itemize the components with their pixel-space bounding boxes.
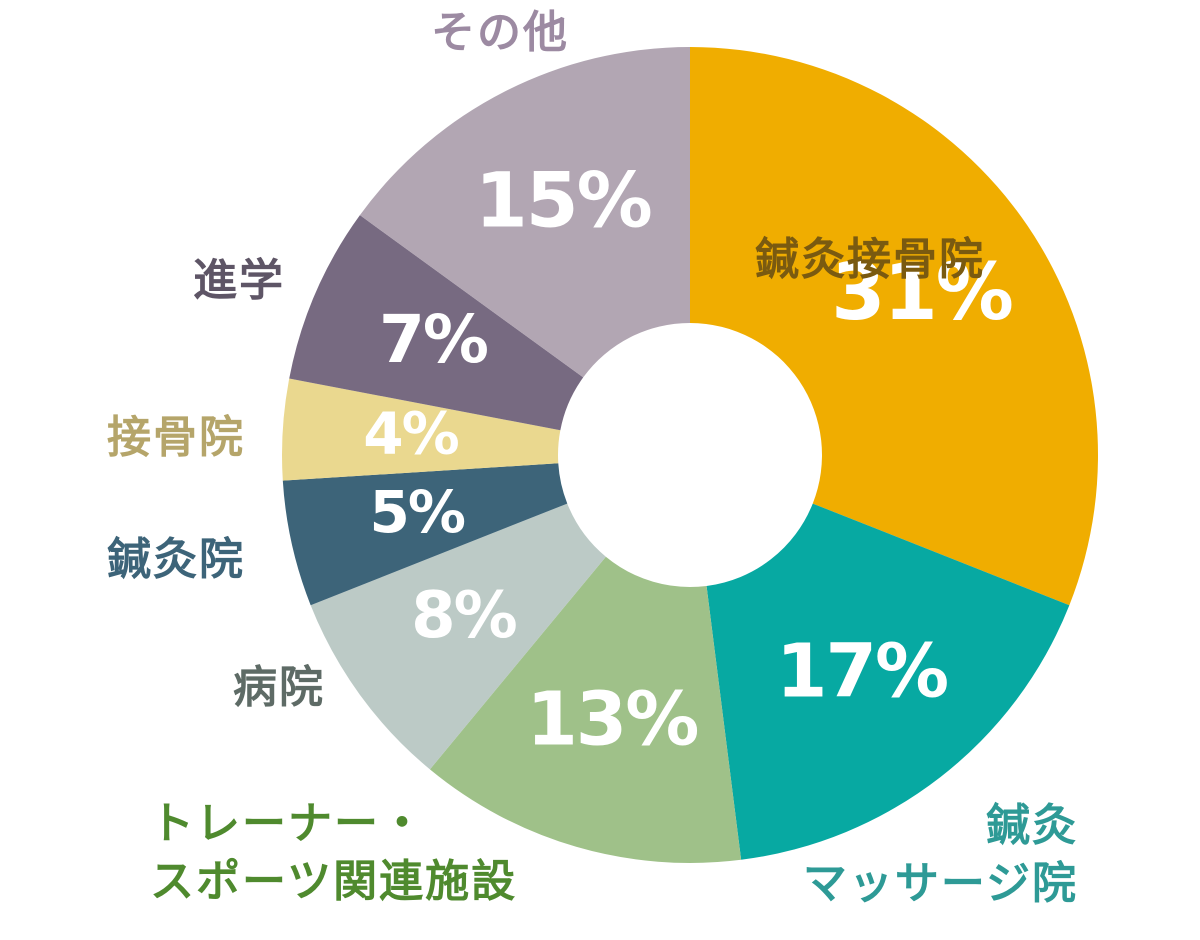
slice-7 (359, 47, 690, 378)
category-label-2: トレーナー・スポーツ関連施設 (150, 798, 517, 907)
category-label-7-line-0: その他 (431, 7, 569, 58)
slice-value-label-1: 17% (776, 629, 947, 715)
category-label-6-line-0: 進学 (193, 255, 285, 306)
slice-value-label-2: 13% (526, 676, 697, 762)
slice-6 (289, 215, 584, 431)
category-label-2-line-1: スポーツ関連施設 (150, 856, 517, 907)
category-label-3-line-0: 病院 (233, 662, 325, 713)
slice-5 (282, 378, 561, 481)
slice-value-label-6: 7% (379, 301, 488, 378)
slice-0 (690, 47, 1098, 606)
category-label-2-line-0: トレーナー・ (150, 798, 426, 849)
slice-value-label-3: 8% (411, 579, 517, 653)
category-label-5: 接骨院 (107, 412, 245, 463)
category-label-1-line-0: 鍼灸 (986, 800, 1078, 851)
category-label-4: 鍼灸院 (107, 534, 245, 585)
category-label-3: 病院 (233, 662, 325, 713)
slice-4 (282, 463, 568, 606)
slice-value-label-7: 15% (475, 156, 651, 245)
slice-1 (706, 503, 1070, 860)
category-label-1-line-1: マッサージ院 (803, 858, 1078, 909)
category-label-6: 進学 (193, 255, 285, 306)
category-label-7: その他 (431, 7, 569, 58)
slice-group (282, 47, 1098, 863)
slice-value-label-5: 4% (363, 400, 458, 468)
percentage-label-group: 31% 17% 13%8% 5% 4% 7% 15% (363, 156, 1014, 763)
category-label-1: 鍼灸マッサージ院 (803, 800, 1078, 909)
category-label-0-line-0: 鍼灸接骨院 (755, 234, 985, 285)
category-label-4-line-0: 鍼灸院 (107, 534, 245, 585)
category-label-0: 鍼灸接骨院 (755, 234, 985, 285)
slice-value-label-0: 31% (831, 248, 1012, 338)
slice-3 (310, 503, 606, 770)
slice-value-label-4: 5% (370, 478, 465, 546)
category-label-5-line-0: 接骨院 (107, 412, 245, 463)
slice-2 (429, 556, 742, 863)
